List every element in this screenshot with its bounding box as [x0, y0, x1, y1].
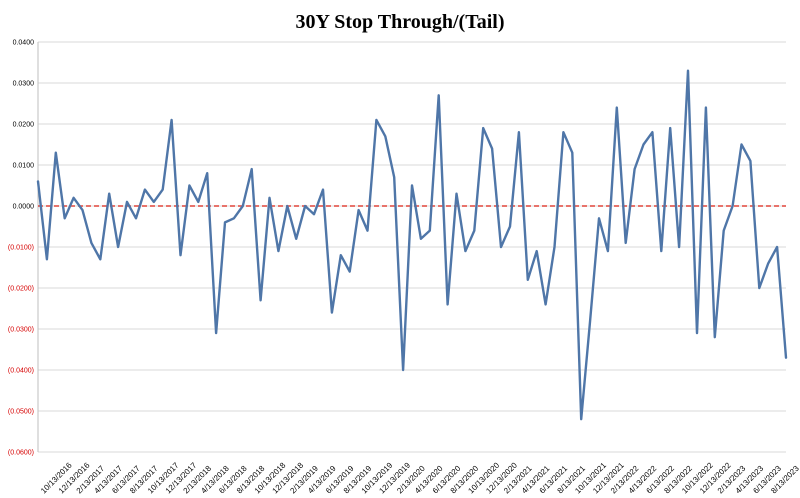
- y-axis-tick-labels: 0.0400 0.0300 0.0200 0.0100 0.0000 (0.0100) (0…: [8, 40, 34, 457]
- y-tick-label: (0.0100): [8, 245, 34, 252]
- y-tick-label: 0.0200: [13, 122, 35, 129]
- y-tick-label: 0.0000: [13, 204, 35, 211]
- y-tick-label: (0.0600): [8, 450, 34, 457]
- series-line: [36, 69, 788, 421]
- chart-title: 30Y Stop Through/(Tail): [296, 11, 505, 33]
- y-tick-label: (0.0200): [8, 286, 34, 293]
- y-tick-label: 0.0400: [13, 40, 35, 47]
- y-tick-label: (0.0400): [8, 368, 34, 375]
- y-tick-label: (0.0500): [8, 409, 34, 416]
- y-tick-label: 0.0100: [13, 163, 35, 170]
- y-tick-label: 0.0300: [13, 81, 35, 88]
- x-axis-tick-labels: 10/13/201612/13/20162/13/20174/13/20176/…: [39, 460, 800, 495]
- gridlines: [37, 41, 786, 453]
- y-tick-label: (0.0300): [8, 327, 34, 334]
